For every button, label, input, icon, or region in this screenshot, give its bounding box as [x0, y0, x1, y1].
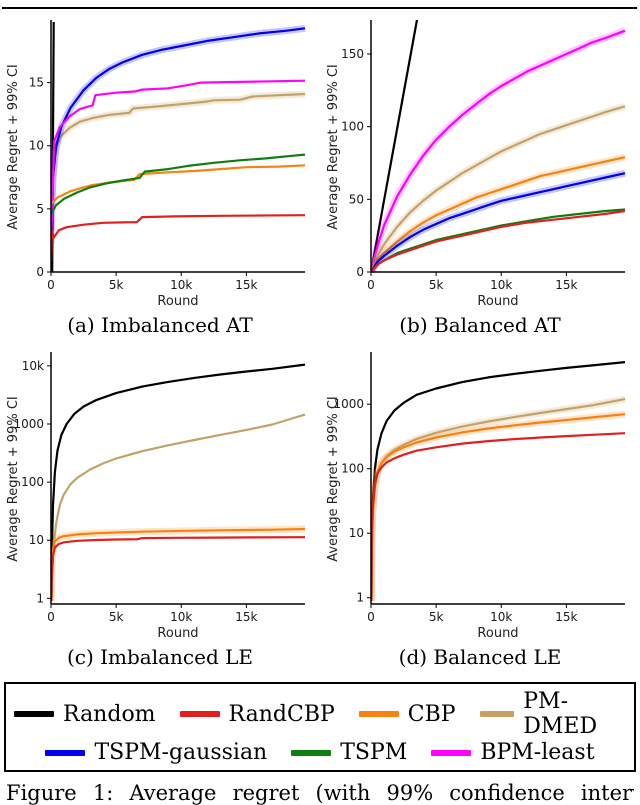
cell-a: 0 5k 10k 15k 0 5 10 15 Round Average Regret + 99%…	[0, 14, 320, 346]
caption-b: (b) Balanced AT	[399, 313, 561, 337]
legend-label: TSPM-gaussian	[94, 740, 268, 765]
svg-text:Average Regret + 99% CI: Average Regret + 99% CI	[326, 64, 341, 229]
charts-grid: 0 5k 10k 15k 0 5 10 15 Round Average Regret + 99%…	[0, 14, 640, 678]
legend-item-pm-dmed: PM-DMED	[479, 689, 626, 739]
svg-text:0: 0	[47, 610, 55, 624]
legend-label: PM-DMED	[523, 689, 598, 739]
legend-row: TSPM-gaussian TSPM BPM-least	[14, 740, 626, 765]
svg-text:Average Regret + 99% CI: Average Regret + 99% CI	[6, 396, 21, 561]
svg-text:1000: 1000	[333, 397, 364, 411]
legend-label: TSPM	[340, 740, 408, 765]
svg-text:Average Regret + 99% CI: Average Regret + 99% CI	[326, 396, 341, 561]
legend-swatch	[179, 711, 220, 717]
legend-box: Random RandCBP CBP PM-DMED TSPM-gaussian TSPM…	[4, 682, 636, 772]
legend-label: RandCBP	[228, 701, 335, 727]
chart-balanced-le: 0 5k 10k 15k 1 10 100 1000 Round Average Regret +…	[325, 346, 635, 642]
svg-text:1: 1	[36, 591, 44, 605]
svg-text:0: 0	[36, 265, 44, 279]
svg-text:10k: 10k	[170, 278, 192, 292]
svg-text:10k: 10k	[22, 359, 44, 373]
svg-text:0: 0	[367, 610, 375, 624]
chart-svg-a: 0 5k 10k 15k 0 5 10 15 Round Average Regret + 99%…	[6, 20, 306, 309]
chart-imbalanced-le: 0 5k 10k 15k 1 10 100 1000 10k Round Average Regre…	[5, 346, 315, 642]
svg-text:10k: 10k	[490, 278, 512, 292]
svg-text:10k: 10k	[490, 610, 512, 624]
caption-d: (d) Balanced LE	[398, 645, 562, 669]
legend-swatch	[479, 711, 515, 717]
legend-item-tspm-gaussian: TSPM-gaussian	[45, 740, 267, 765]
svg-text:1: 1	[356, 591, 364, 605]
legend-swatch	[14, 711, 54, 717]
chart-svg-d: 0 5k 10k 15k 1 10 100 1000 Round Average Regret +…	[326, 352, 626, 641]
svg-text:10: 10	[349, 526, 364, 540]
caption-a: (a) Imbalanced AT	[67, 313, 253, 337]
svg-text:100: 100	[341, 120, 364, 134]
legend-label: Random	[63, 701, 156, 727]
legend-label: CBP	[407, 701, 456, 727]
legend-item-cbp: CBP	[358, 701, 456, 727]
svg-text:15k: 15k	[555, 610, 577, 624]
legend-row: Random RandCBP CBP PM-DMED	[14, 689, 626, 739]
svg-text:Round: Round	[477, 626, 518, 641]
figure-caption: Figure 1: Average regret (with 99% confi…	[6, 781, 634, 805]
chart-imbalanced-at: 0 5k 10k 15k 0 5 10 15 Round Average Regret + 99%…	[5, 14, 315, 310]
svg-text:50: 50	[349, 192, 364, 206]
chart-svg-b: 0 5k 10k 15k 0 50 100 150 Round Average Regret + …	[326, 20, 627, 309]
svg-text:15: 15	[29, 76, 44, 90]
svg-text:0: 0	[367, 278, 375, 292]
svg-text:15k: 15k	[235, 610, 257, 624]
legend-item-tspm: TSPM	[291, 740, 407, 765]
svg-text:10: 10	[29, 139, 44, 153]
svg-text:100: 100	[21, 475, 44, 489]
svg-text:0: 0	[356, 265, 364, 279]
svg-text:Round: Round	[157, 294, 198, 309]
legend-swatch	[358, 711, 399, 717]
svg-text:1000: 1000	[13, 417, 44, 431]
svg-text:Round: Round	[157, 626, 198, 641]
legend-item-random: Random	[14, 702, 156, 727]
svg-text:0: 0	[47, 278, 55, 292]
cell-b: 0 5k 10k 15k 0 50 100 150 Round Average Regret + …	[320, 14, 640, 346]
svg-text:10: 10	[29, 533, 44, 547]
legend-swatch	[431, 749, 472, 756]
legend-item-randcbp: RandCBP	[179, 701, 335, 727]
svg-text:100: 100	[341, 462, 364, 476]
svg-text:5k: 5k	[109, 278, 124, 292]
svg-text:Round: Round	[477, 294, 518, 309]
svg-text:15k: 15k	[555, 278, 577, 292]
top-rule	[2, 7, 637, 9]
legend-item-bpm-least: BPM-least	[431, 740, 595, 765]
chart-svg-c: 0 5k 10k 15k 1 10 100 1000 10k Round Average Regre…	[6, 352, 306, 641]
svg-text:10k: 10k	[170, 610, 192, 624]
legend-label: BPM-least	[480, 740, 595, 765]
legend-swatch	[45, 749, 86, 756]
svg-text:5k: 5k	[109, 610, 124, 624]
cell-d: 0 5k 10k 15k 1 10 100 1000 Round Average Regret +…	[320, 346, 640, 678]
svg-text:5k: 5k	[429, 610, 444, 624]
svg-text:150: 150	[341, 47, 364, 61]
legend-swatch	[291, 749, 332, 756]
cell-c: 0 5k 10k 15k 1 10 100 1000 10k Round Average Regre…	[0, 346, 320, 678]
caption-c: (c) Imbalanced LE	[66, 645, 254, 669]
svg-text:5k: 5k	[429, 278, 444, 292]
svg-text:Average Regret + 99% CI: Average Regret + 99% CI	[6, 64, 21, 229]
svg-text:15k: 15k	[235, 278, 257, 292]
chart-balanced-at: 0 5k 10k 15k 0 50 100 150 Round Average Regret + …	[325, 14, 635, 310]
svg-text:5: 5	[36, 202, 44, 216]
